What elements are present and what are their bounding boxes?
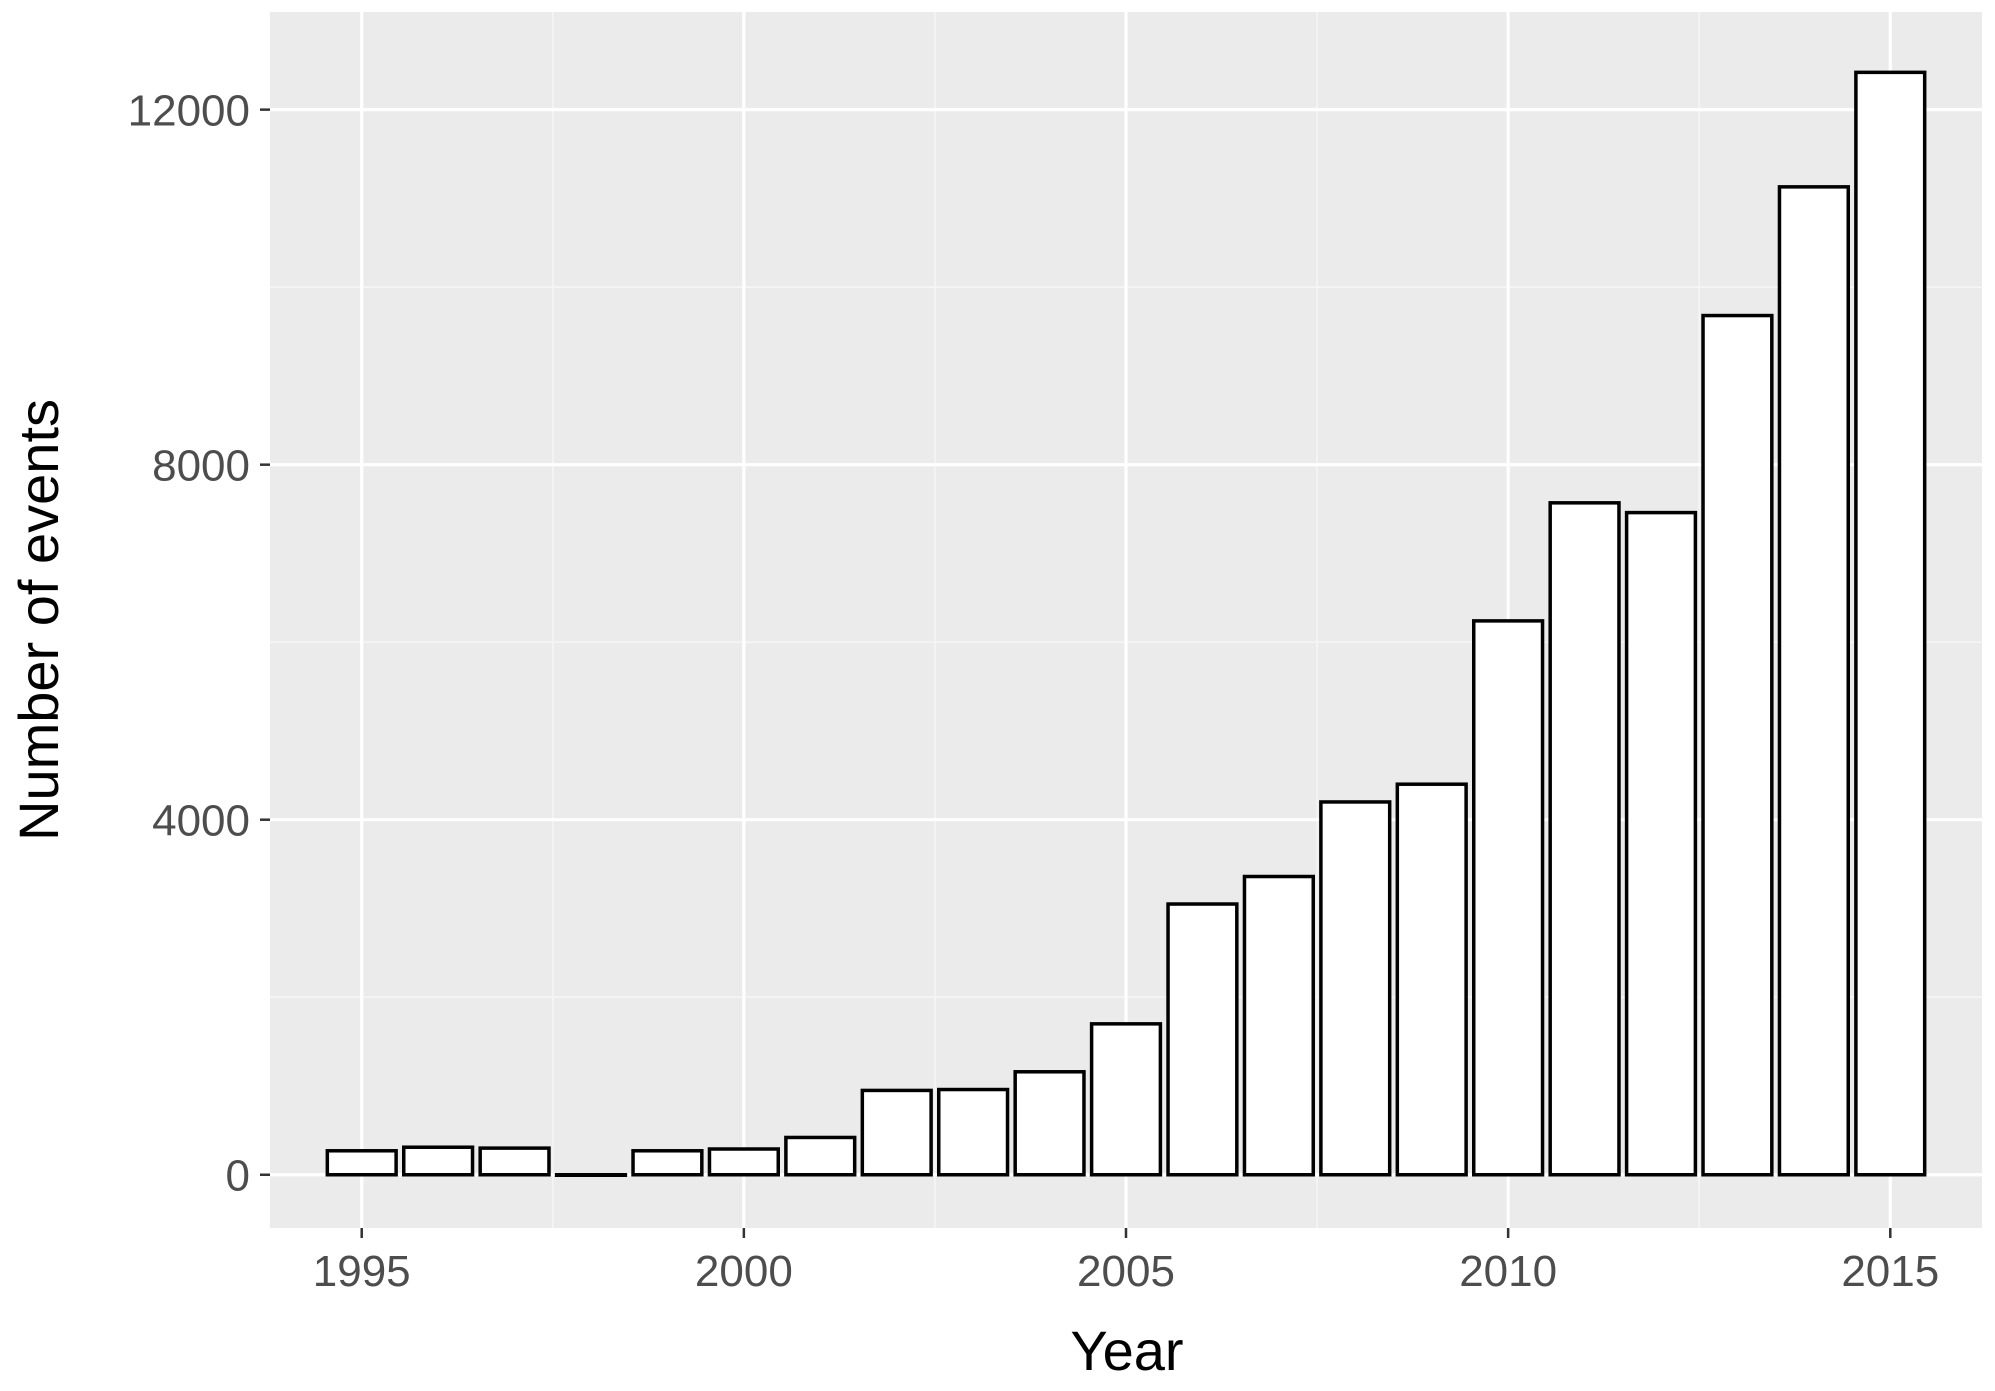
x-axis-ticks: 1995 2000 2005 2010 2015 xyxy=(313,1228,1939,1296)
y-tick-label: 0 xyxy=(226,1152,250,1201)
bar-2011 xyxy=(1548,501,1621,1177)
bar-1996 xyxy=(402,1145,475,1177)
bar-2008 xyxy=(1319,800,1392,1177)
bar-2002 xyxy=(860,1088,933,1177)
x-tick-label: 2000 xyxy=(695,1247,793,1296)
y-axis-ticks: 0 4000 8000 12000 xyxy=(128,87,270,1201)
x-tick-label: 2005 xyxy=(1077,1247,1175,1296)
bar-1995 xyxy=(325,1149,398,1177)
bar-2003 xyxy=(937,1087,1010,1177)
bars xyxy=(325,70,1927,1177)
x-tick-label: 2010 xyxy=(1459,1247,1557,1296)
x-axis-title: Year xyxy=(1070,1319,1183,1382)
bar-2006 xyxy=(1166,902,1239,1177)
bar-2005 xyxy=(1089,1022,1163,1177)
bar-2004 xyxy=(1013,1070,1086,1177)
x-tick-label: 2015 xyxy=(1841,1247,1939,1296)
bar-2001 xyxy=(784,1135,857,1177)
bar-1998 xyxy=(554,1172,628,1177)
bar-2009 xyxy=(1395,782,1468,1177)
bar-2014 xyxy=(1777,185,1850,1177)
bar-2000 xyxy=(707,1147,781,1177)
bar-2010 xyxy=(1472,619,1545,1177)
bar-2012 xyxy=(1624,510,1698,1177)
bar-2013 xyxy=(1701,313,1774,1177)
bar-2015 xyxy=(1854,70,1927,1177)
y-axis-title: Number of events xyxy=(7,399,70,841)
x-tick-label: 1995 xyxy=(313,1247,411,1296)
y-tick-label: 12000 xyxy=(128,87,250,136)
y-tick-label: 8000 xyxy=(152,442,250,491)
bar-1999 xyxy=(631,1149,704,1177)
y-tick-label: 4000 xyxy=(152,797,250,846)
bar-2007 xyxy=(1242,874,1315,1177)
bar-1997 xyxy=(478,1146,551,1177)
